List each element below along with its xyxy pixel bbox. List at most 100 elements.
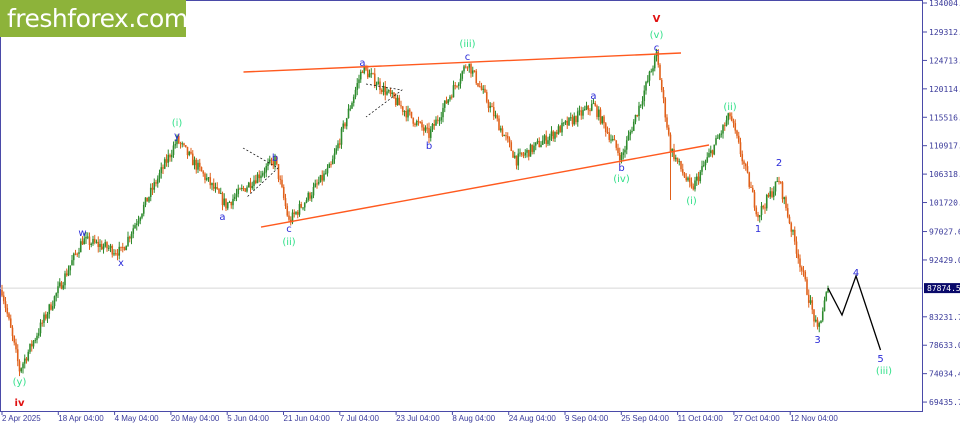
candle-body — [456, 85, 458, 87]
candle-body — [230, 201, 233, 206]
candle-body — [16, 349, 19, 362]
candle-body — [646, 80, 649, 82]
candle-body — [736, 130, 738, 136]
candle-body — [373, 73, 376, 86]
candle-body — [275, 156, 278, 165]
price-tick-label: 129312.05 — [929, 28, 960, 37]
candle-body — [267, 162, 269, 167]
candle-body — [776, 181, 779, 183]
candle-body — [88, 236, 91, 245]
candle-body — [62, 285, 65, 289]
candle-body — [489, 105, 492, 108]
candle-body — [263, 172, 266, 174]
wave-label: a — [359, 58, 365, 69]
candle-body — [2, 295, 5, 302]
candle-body — [303, 202, 306, 208]
candles — [1, 48, 829, 377]
candle-body — [291, 212, 294, 223]
candle-body — [286, 206, 289, 216]
candle-body — [118, 246, 121, 256]
candle-body — [503, 135, 506, 137]
candle-body — [155, 182, 157, 184]
candle-body — [58, 282, 61, 287]
candle-body — [188, 151, 191, 156]
candle-body — [123, 247, 126, 251]
time-tick-label: 9 Sep 04:00 — [565, 414, 609, 423]
candle-body — [305, 200, 308, 203]
candle-body — [750, 186, 752, 188]
candle-body — [636, 114, 639, 117]
candle-body — [408, 109, 411, 112]
candle-body — [317, 182, 320, 184]
candle-body — [463, 66, 465, 72]
candle-body — [6, 307, 9, 314]
candle-body — [358, 79, 360, 84]
wave-label: (v) — [650, 30, 664, 41]
candle-body — [223, 198, 226, 206]
candle-body — [723, 125, 726, 127]
time-tick-label: 24 Aug 04:00 — [509, 414, 557, 423]
trendline[interactable] — [243, 52, 682, 73]
candle-body — [295, 212, 297, 214]
wave-label: 4 — [853, 268, 859, 279]
candle-body — [711, 150, 714, 155]
candle-body — [95, 241, 98, 243]
candle-body — [464, 66, 467, 68]
time-tick-label: 20 May 04:00 — [171, 414, 220, 423]
projection-path[interactable] — [827, 274, 882, 351]
candle-body — [228, 201, 231, 203]
candle-body — [128, 236, 131, 239]
wave-label: b — [618, 163, 624, 174]
candle-body — [216, 186, 219, 189]
candle-body — [426, 127, 429, 129]
candle-body — [823, 300, 826, 312]
price-tick-label: 97027.65 — [929, 228, 960, 237]
candle-body — [422, 127, 425, 131]
candle-body — [323, 173, 325, 181]
candle-body — [785, 197, 787, 209]
candle-body — [506, 135, 509, 139]
candle-body — [109, 245, 112, 248]
candle-body — [562, 122, 565, 124]
candle-body — [620, 154, 623, 161]
candle-body — [757, 214, 759, 218]
candle-body — [659, 64, 661, 81]
candle-body — [713, 144, 716, 155]
time-tick-label: 8 Aug 04:00 — [452, 414, 495, 423]
candle-body — [260, 175, 262, 179]
candle-body — [499, 128, 502, 131]
candle-body — [113, 253, 115, 255]
candle-body — [277, 164, 280, 179]
candle-body — [617, 147, 619, 154]
candle-body — [214, 186, 217, 189]
candle-body — [142, 204, 145, 214]
candle-body — [590, 104, 593, 111]
candle-body — [11, 327, 14, 336]
candle-body — [748, 172, 751, 187]
candle-body — [86, 236, 89, 238]
candle-body — [531, 144, 534, 152]
candle-body — [410, 111, 413, 118]
candle-body — [510, 142, 513, 151]
candle-body — [288, 215, 290, 220]
candle-body — [85, 236, 87, 239]
candle-body — [676, 157, 679, 162]
candle-body — [162, 167, 164, 169]
candle-body — [552, 131, 555, 139]
candle-body — [802, 270, 805, 272]
trendline[interactable] — [260, 144, 710, 228]
candle-body — [701, 166, 703, 172]
candle-body — [482, 88, 485, 90]
candle-body — [533, 145, 535, 152]
candle-body — [725, 120, 728, 126]
candle-body — [753, 192, 756, 208]
candle-body — [176, 135, 178, 145]
candle-body — [461, 71, 464, 79]
candle-body — [55, 293, 58, 297]
price-tick-label: 120114.75 — [929, 85, 960, 94]
candle-body — [393, 92, 395, 98]
candle-body — [172, 145, 175, 155]
candle-body — [606, 131, 609, 133]
candle-body — [821, 311, 824, 321]
